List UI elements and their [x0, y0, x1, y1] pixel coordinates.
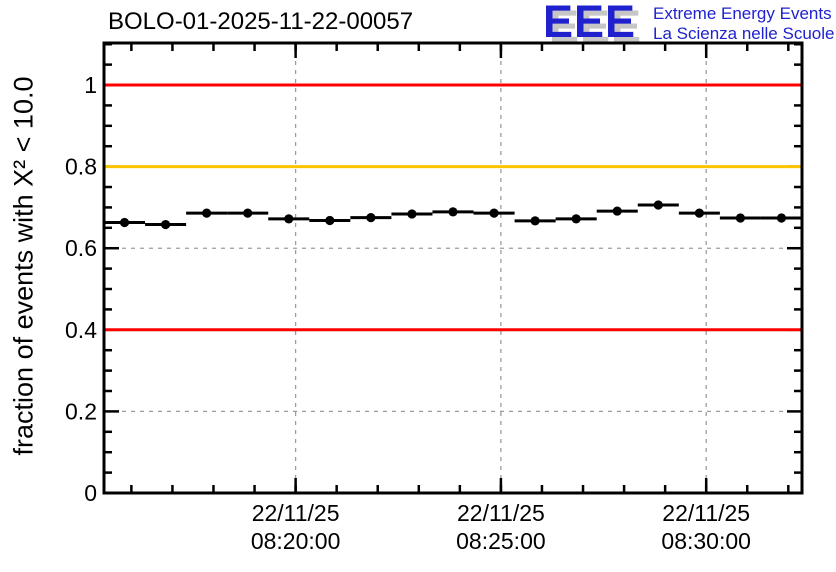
plot-frame: [102, 41, 804, 495]
data-point-marker: [530, 216, 540, 226]
tick-label: 1: [84, 72, 97, 98]
tick-label: 08:30:00: [661, 528, 751, 554]
data-point-marker: [735, 213, 746, 223]
eee-logo-taglines: Extreme Energy Events La Scienza nelle S…: [653, 4, 834, 44]
data-point-marker: [284, 214, 294, 224]
tick-label: 22/11/25: [252, 500, 340, 526]
data-point-marker: [243, 208, 253, 218]
tick-label: 22/11/25: [457, 500, 545, 526]
data-point-marker: [407, 209, 417, 219]
data-point-marker: [448, 207, 458, 217]
tick-label: 0.2: [65, 398, 97, 424]
eee-logo-tagline-2: La Scienza nelle Scuole: [653, 24, 835, 43]
data-point-marker: [202, 208, 212, 218]
data-point-marker: [571, 214, 581, 224]
tick-label: 0: [84, 480, 97, 506]
data-point-marker: [366, 213, 376, 223]
data-point-marker: [489, 208, 499, 218]
tick-label: 0.8: [65, 154, 97, 180]
data-point-marker: [119, 217, 130, 228]
data-point-marker: [160, 219, 171, 230]
plot-title: BOLO-01-2025-11-22-00057: [108, 8, 414, 35]
tick-label: 08:20:00: [251, 528, 341, 554]
eee-logo: EEE Extreme Energy Events La Scienza nel…: [540, 0, 836, 48]
tick-label: 22/11/25: [662, 500, 750, 526]
data-point-marker: [612, 206, 622, 216]
eee-logo-tagline-1: Extreme Energy Events: [653, 4, 832, 23]
data-point-marker: [325, 215, 335, 226]
data-point-marker: [776, 213, 787, 223]
eee-logo-acronym: EEE: [543, 0, 637, 47]
data-point-marker: [653, 200, 663, 210]
tick-label: 0.6: [65, 235, 97, 261]
tick-label: 0.4: [65, 317, 97, 343]
tick-label: 08:25:00: [456, 528, 546, 554]
data-point-marker: [694, 208, 704, 218]
